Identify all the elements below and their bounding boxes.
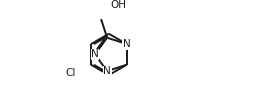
Text: N: N — [91, 49, 99, 59]
Text: Cl: Cl — [66, 68, 76, 78]
Text: N: N — [123, 39, 131, 49]
Text: OH: OH — [110, 0, 126, 10]
Text: N: N — [103, 66, 111, 76]
